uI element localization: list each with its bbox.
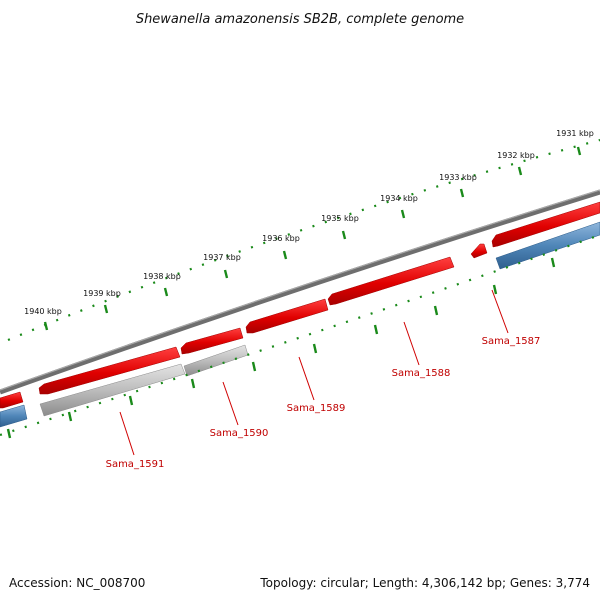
gene-label-sama-1590[interactable]: Sama_1590 xyxy=(210,428,269,439)
label-leaders xyxy=(119,289,509,456)
kbp-label: 1934 kbp xyxy=(380,194,418,203)
cds-blue-partial-right xyxy=(495,221,600,270)
gene-label-sama-1589[interactable]: Sama_1589 xyxy=(287,403,346,414)
tick-1933 xyxy=(459,188,465,198)
tick-1935 xyxy=(341,230,347,240)
leader-sama-1589 xyxy=(298,356,315,401)
reverse-strand-features xyxy=(0,221,600,428)
cds-red-partial-left xyxy=(0,391,24,409)
tick-1937 xyxy=(223,269,229,279)
kbp-label: 1937 kbp xyxy=(203,253,241,262)
kbp-label: 1939 kbp xyxy=(83,289,121,298)
leader-sama-1588 xyxy=(403,321,420,366)
genome-summary-text: Topology: circular; Length: 4,306,142 bp… xyxy=(259,576,590,590)
leader-sama-1591 xyxy=(119,411,135,456)
forward-strand-features xyxy=(0,201,600,409)
kbp-label: 1931 kbp xyxy=(556,129,594,138)
leader-sama-1587 xyxy=(491,289,509,334)
cds-red-sama-1589 xyxy=(245,298,329,334)
inner-major-ticks xyxy=(6,257,556,439)
tick-1936 xyxy=(282,250,288,260)
cds-red-partial-right xyxy=(491,201,600,248)
major-ticks xyxy=(43,146,582,331)
gene-label-sama-1588[interactable]: Sama_1588 xyxy=(392,368,451,379)
page-title: Shewanella amazonensis SB2B, complete ge… xyxy=(136,12,464,27)
kbp-label: 1932 kbp xyxy=(497,151,535,160)
tick-1934 xyxy=(400,209,406,219)
outer-tick-track xyxy=(7,138,600,342)
genome-backbone-highlight xyxy=(0,189,600,391)
tick-1939 xyxy=(103,304,109,314)
accession-text: Accession: NC_008700 xyxy=(9,576,145,590)
gene-label-sama-1587[interactable]: Sama_1587 xyxy=(482,336,541,347)
cds-red-sama-1590 xyxy=(180,327,244,355)
cds-blue-partial-left xyxy=(0,404,28,428)
kbp-label: 1940 kbp xyxy=(24,307,62,316)
leader-sama-1590 xyxy=(222,381,239,426)
tick-1940 xyxy=(43,321,49,331)
kbp-label: 1933 kbp xyxy=(439,173,477,182)
kbp-label: 1936 kbp xyxy=(262,234,300,243)
genome-backbone xyxy=(0,189,600,395)
cds-red-sama-1588 xyxy=(327,256,455,306)
tick-1931 xyxy=(576,146,582,156)
gene-label-sama-1591[interactable]: Sama_1591 xyxy=(106,459,165,470)
rna-grey-sama-1591 xyxy=(39,363,186,417)
kbp-label: 1938 kbp xyxy=(143,272,181,281)
kbp-label: 1935 kbp xyxy=(321,214,359,223)
tick-1938 xyxy=(163,287,169,297)
tick-1932 xyxy=(517,166,523,176)
cds-red-sama-1591 xyxy=(38,346,181,395)
cds-red-sama-1587 xyxy=(470,243,488,259)
